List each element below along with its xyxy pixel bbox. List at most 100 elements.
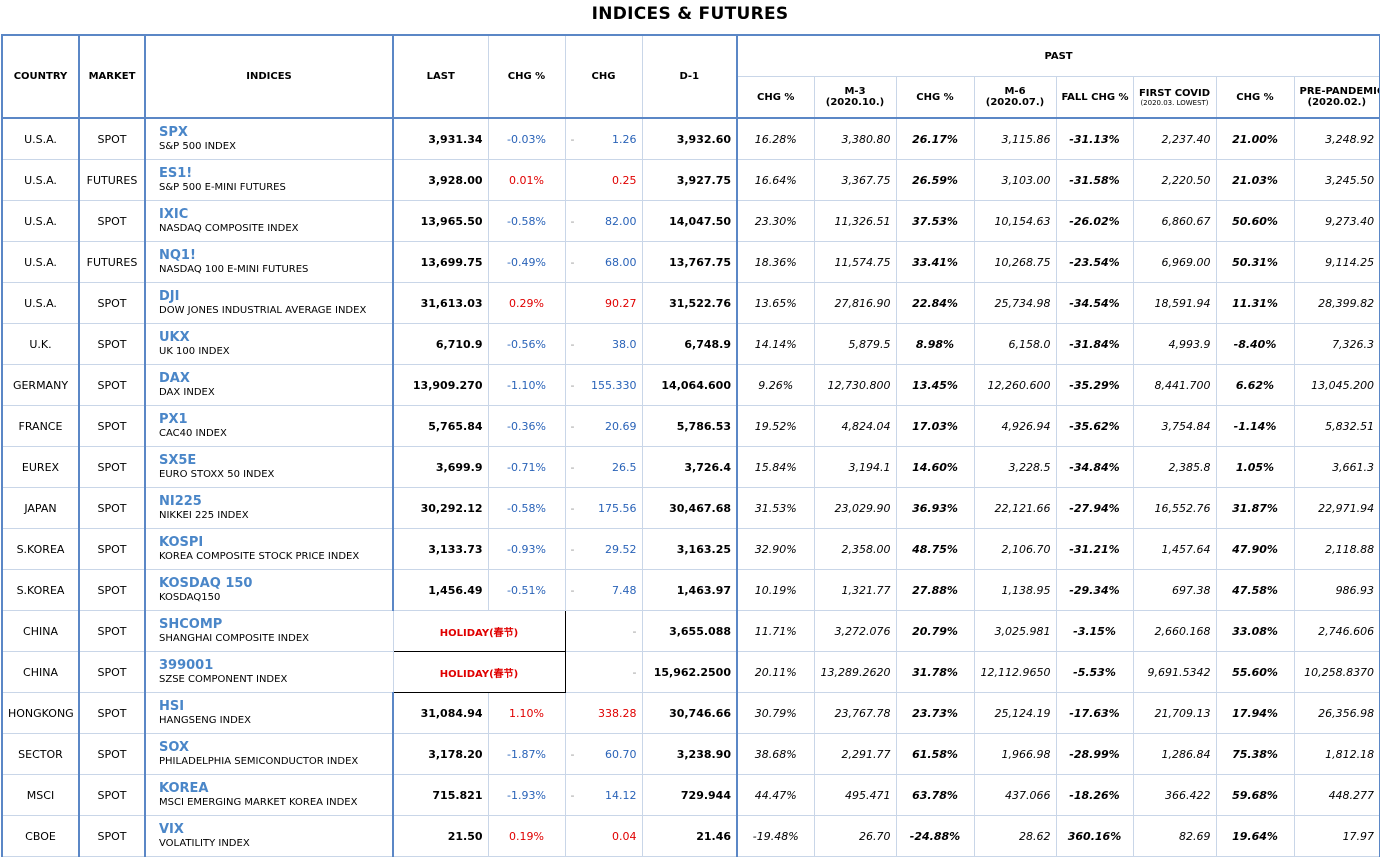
index-symbol[interactable]: KOREA (159, 780, 209, 796)
m3-cell: 3,272.076 (813, 610, 897, 652)
first-covid-cell: 3,754.84 (1132, 405, 1217, 447)
fall-chg-cell: 360.16% (1055, 815, 1134, 857)
first-covid-cell: 82.69 (1132, 815, 1217, 857)
pre-pandemic-cell: 5,832.51 (1293, 405, 1380, 447)
m6-cell: 6,158.0 (973, 323, 1057, 365)
m6-cell: 22,121.66 (973, 487, 1057, 529)
table-row: U.S.A. FUTURES ES1! S&P 500 E-MINI FUTURES 3… (1, 159, 1380, 201)
market-cell: FUTURES (78, 241, 146, 283)
m6-chg-cell: 61.58% (895, 733, 975, 775)
index-symbol[interactable]: SOX (159, 739, 189, 755)
index-symbol[interactable]: KOSPI (159, 534, 204, 550)
header-sublabel: (2020.03. LOWEST) (1140, 98, 1209, 107)
index-name: MSCI EMERGING MARKET KOREA INDEX (159, 796, 358, 808)
index-symbol[interactable]: IXIC (159, 206, 189, 222)
index-symbol[interactable]: VIX (159, 821, 184, 837)
index-cell: KOSPI KOREA COMPOSITE STOCK PRICE INDEX (144, 528, 394, 570)
page-title: INDICES & FUTURES (591, 4, 789, 24)
header-label: CHG % (757, 91, 795, 103)
last-cell: 31,613.03 (392, 282, 489, 324)
first-covid-cell: 2,385.8 (1132, 446, 1217, 488)
m3-cell: 23,029.90 (813, 487, 897, 529)
covid-chg-cell: 6.62% (1215, 364, 1295, 406)
covid-chg-cell: 19.64% (1215, 815, 1295, 857)
m3-chg-cell: 18.36% (736, 241, 815, 283)
market-cell: SPOT (78, 323, 146, 365)
index-symbol[interactable]: NQ1! (159, 247, 196, 263)
index-cell: KOSDAQ 150 KOSDAQ150 (144, 569, 394, 611)
chg-dash: - (570, 378, 575, 392)
m6-chg-cell: 27.88% (895, 569, 975, 611)
chg-cell: - 155.330 (564, 364, 643, 406)
country-cell: JAPAN (1, 487, 80, 529)
chg-cell: - 175.56 (564, 487, 643, 529)
d1-cell: 30,467.68 (641, 487, 738, 529)
chg-value: 7.48 (612, 583, 637, 597)
chg-value: 60.70 (605, 747, 637, 761)
d1-cell: 13,767.75 (641, 241, 738, 283)
last-cell: 13,965.50 (392, 200, 489, 242)
table-row: U.S.A. SPOT DJI DOW JONES INDUSTRIAL AVERAG… (1, 282, 1380, 324)
m3-cell: 27,816.90 (813, 282, 897, 324)
chg-value: 29.52 (605, 542, 637, 556)
first-covid-cell: 1,457.64 (1132, 528, 1217, 570)
m3-chg-cell: 30.79% (736, 692, 815, 734)
index-symbol[interactable]: PX1 (159, 411, 188, 427)
m3-cell: 13,289.2620 (813, 651, 897, 693)
fall-chg-cell: -28.99% (1055, 733, 1134, 775)
m3-cell: 495.471 (813, 774, 897, 816)
header-past-col: CHG % (1215, 76, 1295, 119)
fall-chg-cell: -29.34% (1055, 569, 1134, 611)
fall-chg-cell: -26.02% (1055, 200, 1134, 242)
chg-value: 338.28 (598, 706, 637, 720)
m6-cell: 4,926.94 (973, 405, 1057, 447)
country-cell: HONGKONG (1, 692, 80, 734)
index-symbol[interactable]: SX5E (159, 452, 197, 468)
table-row: U.S.A. FUTURES NQ1! NASDAQ 100 E-MINI FUTUR… (1, 241, 1380, 283)
market-cell: SPOT (78, 651, 146, 693)
m6-chg-cell: 26.17% (895, 117, 975, 160)
last-cell: 3,931.34 (392, 117, 489, 160)
covid-chg-cell: 21.03% (1215, 159, 1295, 201)
index-symbol[interactable]: 399001 (159, 657, 214, 673)
fall-chg-cell: -23.54% (1055, 241, 1134, 283)
pre-pandemic-cell: 26,356.98 (1293, 692, 1380, 734)
chg-pct-cell: -0.36% (487, 405, 566, 447)
index-cell: SOX PHILADELPHIA SEMICONDUCTOR INDEX (144, 733, 394, 775)
chg-dash: - (570, 460, 575, 474)
m3-cell: 3,380.80 (813, 117, 897, 160)
d1-cell: 3,932.60 (641, 117, 738, 160)
index-symbol[interactable]: KOSDAQ 150 (159, 575, 253, 591)
chg-value: 38.0 (612, 337, 637, 351)
pre-pandemic-cell: 448.277 (1293, 774, 1380, 816)
country-cell: U.S.A. (1, 241, 80, 283)
index-name: KOREA COMPOSITE STOCK PRICE INDEX (159, 550, 360, 562)
table-row: CHINA SPOT 399001 SZSE COMPONENT INDEX HOLID… (1, 651, 1380, 693)
chg-value: 14.12 (605, 788, 637, 802)
first-covid-cell: 697.38 (1132, 569, 1217, 611)
first-covid-cell: 366.422 (1132, 774, 1217, 816)
country-cell: GERMANY (1, 364, 80, 406)
index-symbol[interactable]: SPX (159, 124, 188, 140)
index-symbol[interactable]: ES1! (159, 165, 193, 181)
m3-cell: 2,291.77 (813, 733, 897, 775)
index-symbol[interactable]: DAX (159, 370, 190, 386)
chg-value: 0.04 (612, 829, 637, 843)
index-symbol[interactable]: SHCOMP (159, 616, 223, 632)
index-symbol[interactable]: DJI (159, 288, 180, 304)
m6-cell: 12,260.600 (973, 364, 1057, 406)
header-label: FALL CHG % (1061, 91, 1129, 103)
pre-pandemic-cell: 22,971.94 (1293, 487, 1380, 529)
index-symbol[interactable]: HSI (159, 698, 185, 714)
index-symbol[interactable]: NI225 (159, 493, 202, 509)
index-symbol[interactable]: UKX (159, 329, 190, 345)
chg-pct-cell: 0.19% (487, 815, 566, 857)
pre-pandemic-cell: 2,118.88 (1293, 528, 1380, 570)
market-cell: SPOT (78, 364, 146, 406)
chg-cell: - 20.69 (564, 405, 643, 447)
m6-chg-cell: 36.93% (895, 487, 975, 529)
market-cell: SPOT (78, 610, 146, 652)
d1-cell: 31,522.76 (641, 282, 738, 324)
m3-cell: 4,824.04 (813, 405, 897, 447)
m3-cell: 3,367.75 (813, 159, 897, 201)
